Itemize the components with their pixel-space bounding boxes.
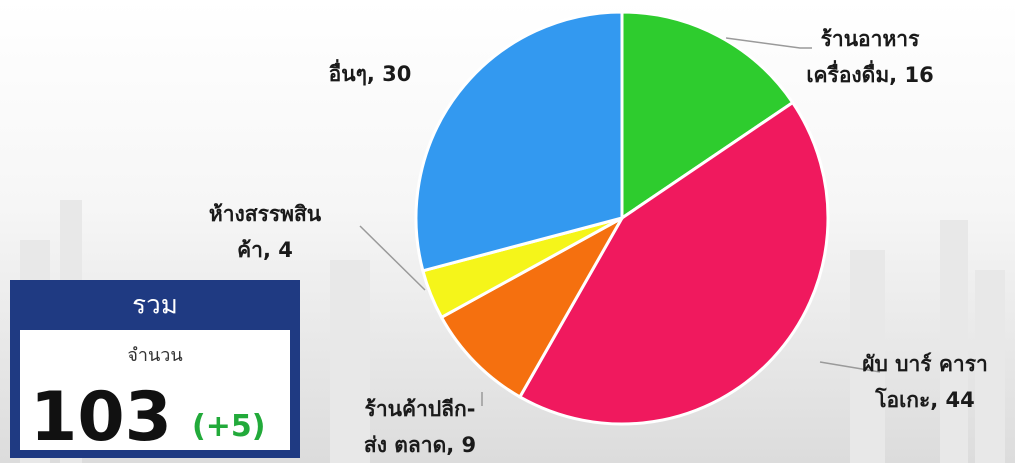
slice-label: ห้างสรรพสิน bbox=[209, 202, 322, 226]
slice-label: ผับ บาร์ คารา bbox=[862, 352, 988, 376]
summary-total: 103 bbox=[30, 378, 172, 457]
slice-label: ร้านค้าปลีก- bbox=[365, 397, 476, 421]
slice-label: ค้า, 4 bbox=[237, 238, 293, 262]
summary-change: (+5) bbox=[192, 409, 265, 444]
summary-title: รวม bbox=[132, 291, 178, 321]
pie bbox=[414, 10, 830, 426]
pie-slice bbox=[620, 10, 795, 221]
slice-label: เครื่องดื่ม, 16 bbox=[806, 59, 933, 87]
pie-slice bbox=[517, 100, 830, 426]
summary-box: รวม จำนวน 103 (+5) bbox=[10, 280, 300, 458]
slice-label: ร้านอาหาร bbox=[821, 27, 920, 51]
summary-subtitle: จำนวน bbox=[127, 345, 182, 366]
leader-lines bbox=[359, 37, 881, 406]
slice-label: ส่ง ตลาด, 9 bbox=[364, 433, 476, 457]
pie-slice bbox=[414, 10, 624, 273]
slice-label: อื่นๆ, 30 bbox=[329, 58, 412, 86]
box-body bbox=[20, 330, 290, 450]
slice-label: โอเกะ, 44 bbox=[874, 387, 975, 412]
pie-slice bbox=[439, 214, 626, 399]
skyline bbox=[20, 200, 1005, 463]
